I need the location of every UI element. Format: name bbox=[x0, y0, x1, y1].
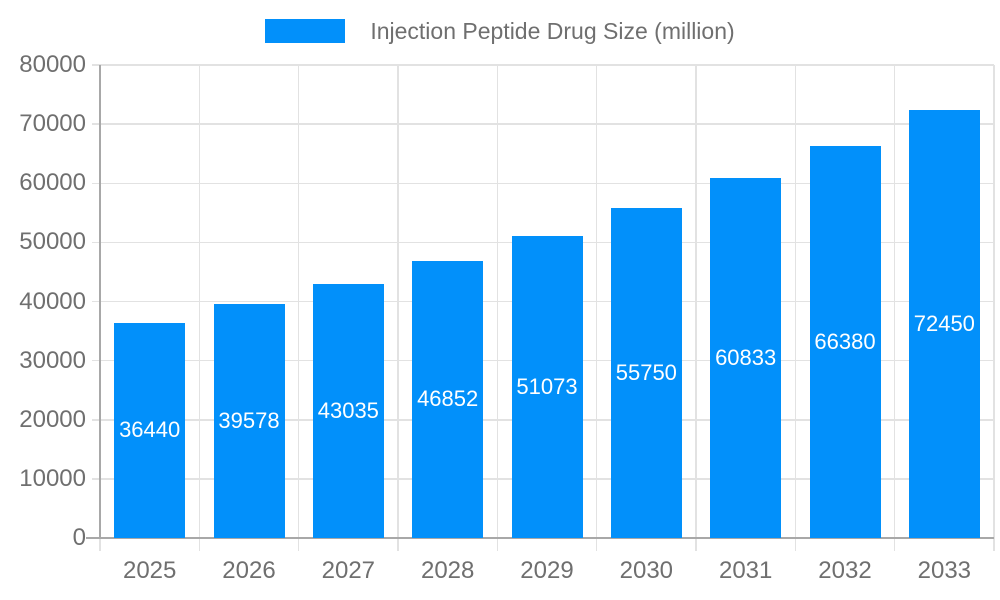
bar-value-label: 66380 bbox=[814, 328, 876, 354]
x-axis-tick bbox=[198, 538, 201, 551]
y-axis-line bbox=[98, 65, 101, 538]
x-axis-tick bbox=[496, 538, 499, 551]
y-axis-tick-label: 0 bbox=[72, 524, 86, 551]
x-axis-tick-label: 2030 bbox=[619, 557, 674, 584]
x-axis-tick-label: 2031 bbox=[718, 557, 773, 584]
x-axis-tick-label: 2027 bbox=[321, 557, 376, 584]
y-axis-tick-label: 10000 bbox=[19, 464, 86, 492]
y-axis-tick-label: 50000 bbox=[19, 228, 86, 256]
x-axis-tick bbox=[993, 538, 995, 551]
bar-2030[interactable]: 55750 bbox=[610, 208, 682, 538]
bar-2032[interactable]: 66380 bbox=[809, 145, 881, 538]
bar-2031[interactable]: 60833 bbox=[710, 178, 782, 538]
bar-2029[interactable]: 51073 bbox=[511, 236, 583, 538]
x-gridline bbox=[397, 65, 399, 538]
y-axis-tick bbox=[92, 241, 100, 244]
bar-2026[interactable]: 39578 bbox=[213, 303, 285, 538]
y-axis-tick bbox=[92, 64, 100, 66]
x-gridline bbox=[595, 65, 598, 538]
x-axis-tick-label: 2029 bbox=[520, 557, 574, 584]
y-gridline bbox=[100, 64, 994, 66]
x-gridline bbox=[893, 65, 896, 538]
y-axis-tick bbox=[92, 419, 100, 421]
y-axis-tick-label: 30000 bbox=[19, 346, 86, 374]
bar-value-label: 43035 bbox=[317, 397, 379, 423]
bar-2025[interactable]: 36440 bbox=[114, 322, 186, 538]
y-axis-tick bbox=[92, 478, 100, 480]
x-axis-tick bbox=[397, 538, 399, 551]
x-axis-tick bbox=[595, 538, 598, 551]
x-gridline bbox=[198, 65, 201, 538]
bar-2033[interactable]: 72450 bbox=[908, 109, 980, 538]
y-gridline bbox=[100, 123, 994, 125]
bar-value-label: 60833 bbox=[715, 345, 777, 371]
x-axis-tick-label: 2033 bbox=[917, 557, 972, 584]
bar-value-label: 51073 bbox=[516, 374, 578, 399]
y-axis-tick bbox=[92, 359, 100, 362]
bar-value-label: 72450 bbox=[913, 310, 975, 336]
x-axis-tick-label: 2025 bbox=[122, 557, 177, 584]
bar-value-label: 46852 bbox=[417, 386, 479, 412]
y-axis-tick bbox=[92, 123, 100, 125]
x-axis-tick bbox=[99, 538, 101, 551]
x-axis-tick bbox=[794, 538, 797, 551]
x-axis-tick-label: 2032 bbox=[818, 557, 872, 584]
y-axis-tick bbox=[92, 182, 100, 184]
legend[interactable]: Injection Peptide Drug Size (million) bbox=[0, 17, 1000, 45]
y-axis-tick bbox=[92, 300, 100, 303]
x-gridline bbox=[794, 65, 797, 538]
bar-2027[interactable]: 43035 bbox=[312, 283, 384, 538]
bar-value-label: 39578 bbox=[218, 407, 280, 433]
y-axis-tick-label: 60000 bbox=[19, 169, 86, 197]
x-axis-tick-label: 2028 bbox=[420, 557, 475, 584]
y-axis-tick-label: 20000 bbox=[19, 405, 86, 433]
y-axis-tick-label: 70000 bbox=[19, 110, 86, 138]
x-axis-tick bbox=[695, 538, 697, 551]
x-axis-line bbox=[86, 537, 994, 539]
bar-value-label: 55750 bbox=[615, 360, 677, 386]
bar-2028[interactable]: 46852 bbox=[412, 260, 484, 538]
y-axis-tick-label: 80000 bbox=[19, 51, 86, 78]
x-gridline bbox=[496, 65, 499, 538]
bar-value-label: 36440 bbox=[119, 417, 181, 443]
x-axis-tick-label: 2026 bbox=[222, 557, 276, 584]
legend-label: Injection Peptide Drug Size (million) bbox=[370, 18, 735, 44]
x-gridline bbox=[993, 65, 995, 538]
y-gridline bbox=[100, 182, 994, 184]
x-gridline bbox=[695, 65, 697, 538]
y-axis-tick-label: 40000 bbox=[19, 287, 86, 315]
x-gridline bbox=[297, 65, 300, 538]
legend-swatch-icon bbox=[265, 19, 346, 43]
x-axis-tick bbox=[893, 538, 896, 551]
x-axis-tick bbox=[297, 538, 300, 551]
